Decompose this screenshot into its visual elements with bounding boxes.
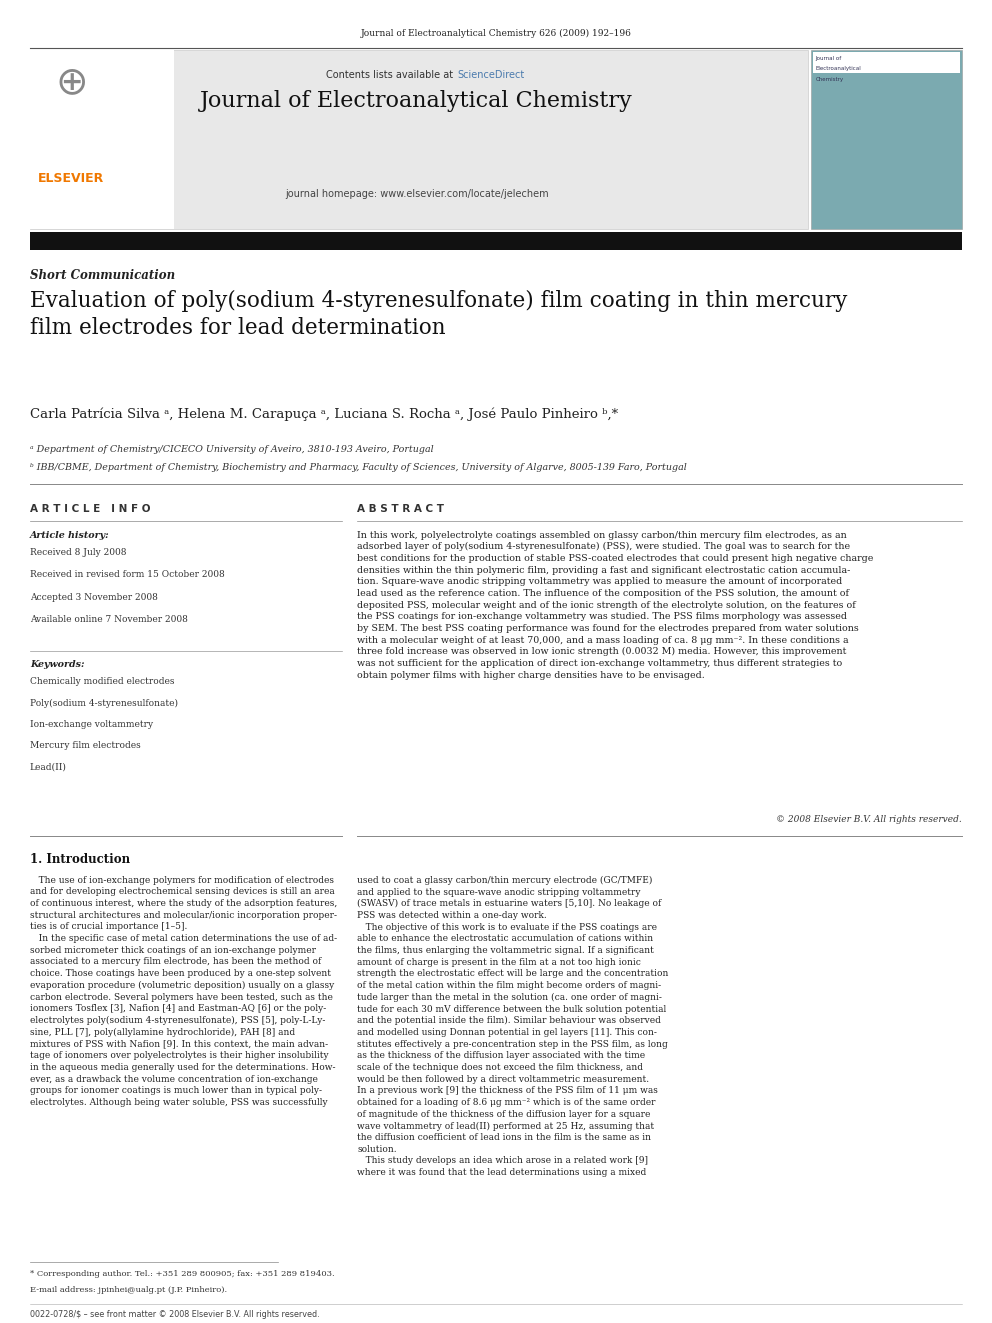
Text: Chemically modified electrodes: Chemically modified electrodes bbox=[30, 677, 175, 687]
Text: Received 8 July 2008: Received 8 July 2008 bbox=[30, 548, 126, 557]
Text: ELSEVIER: ELSEVIER bbox=[39, 172, 104, 185]
FancyBboxPatch shape bbox=[811, 50, 962, 229]
Text: A R T I C L E   I N F O: A R T I C L E I N F O bbox=[30, 504, 150, 515]
Text: © 2008 Elsevier B.V. All rights reserved.: © 2008 Elsevier B.V. All rights reserved… bbox=[777, 815, 962, 824]
Text: ᵃ Department of Chemistry/CICECO University of Aveiro, 3810-193 Aveiro, Portugal: ᵃ Department of Chemistry/CICECO Univers… bbox=[30, 445, 434, 454]
Text: ⊕: ⊕ bbox=[56, 64, 87, 102]
Text: Poly(sodium 4-styrenesulfonate): Poly(sodium 4-styrenesulfonate) bbox=[30, 699, 178, 708]
Text: E-mail address: jpinhei@ualg.pt (J.P. Pinheiro).: E-mail address: jpinhei@ualg.pt (J.P. Pi… bbox=[30, 1286, 227, 1294]
FancyBboxPatch shape bbox=[30, 232, 962, 250]
Text: 1. Introduction: 1. Introduction bbox=[30, 853, 130, 867]
FancyBboxPatch shape bbox=[30, 50, 174, 229]
Text: Journal of Electroanalytical Chemistry 626 (2009) 192–196: Journal of Electroanalytical Chemistry 6… bbox=[360, 29, 632, 38]
Text: The use of ion-exchange polymers for modification of electrodes
and for developi: The use of ion-exchange polymers for mod… bbox=[30, 876, 337, 1107]
Text: Keywords:: Keywords: bbox=[30, 660, 84, 669]
Text: Available online 7 November 2008: Available online 7 November 2008 bbox=[30, 615, 187, 624]
Text: ᵇ IBB/CBME, Department of Chemistry, Biochemistry and Pharmacy, Faculty of Scien: ᵇ IBB/CBME, Department of Chemistry, Bio… bbox=[30, 463, 686, 472]
Text: Evaluation of poly(sodium 4-styrenesulfonate) film coating in thin mercury
film : Evaluation of poly(sodium 4-styrenesulfo… bbox=[30, 290, 847, 339]
Text: Carla Patrícia Silva ᵃ, Helena M. Carapuça ᵃ, Luciana S. Rocha ᵃ, José Paulo Pin: Carla Patrícia Silva ᵃ, Helena M. Carapu… bbox=[30, 407, 618, 421]
Text: Journal of Electroanalytical Chemistry: Journal of Electroanalytical Chemistry bbox=[200, 90, 633, 112]
FancyBboxPatch shape bbox=[30, 50, 808, 229]
Text: Received in revised form 15 October 2008: Received in revised form 15 October 2008 bbox=[30, 570, 224, 579]
Text: Article history:: Article history: bbox=[30, 531, 109, 540]
Text: used to coat a glassy carbon/thin mercury electrode (GC/TMFE)
and applied to the: used to coat a glassy carbon/thin mercur… bbox=[357, 876, 669, 1177]
Text: Electroanalytical: Electroanalytical bbox=[815, 66, 861, 71]
Text: A B S T R A C T: A B S T R A C T bbox=[357, 504, 444, 515]
Text: Short Communication: Short Communication bbox=[30, 269, 175, 282]
Text: Ion-exchange voltammetry: Ion-exchange voltammetry bbox=[30, 720, 153, 729]
Text: In this work, polyelectrolyte coatings assembled on glassy carbon/thin mercury f: In this work, polyelectrolyte coatings a… bbox=[357, 531, 874, 680]
Text: Accepted 3 November 2008: Accepted 3 November 2008 bbox=[30, 593, 158, 602]
Text: Journal of: Journal of bbox=[815, 56, 841, 61]
Text: 0022-0728/$ – see front matter © 2008 Elsevier B.V. All rights reserved.: 0022-0728/$ – see front matter © 2008 El… bbox=[30, 1310, 319, 1319]
Text: journal homepage: www.elsevier.com/locate/jelechem: journal homepage: www.elsevier.com/locat… bbox=[285, 189, 549, 200]
Text: Contents lists available at: Contents lists available at bbox=[326, 70, 456, 81]
Text: Mercury film electrodes: Mercury film electrodes bbox=[30, 741, 141, 750]
Text: ScienceDirect: ScienceDirect bbox=[457, 70, 525, 81]
Text: * Corresponding author. Tel.: +351 289 800905; fax: +351 289 819403.: * Corresponding author. Tel.: +351 289 8… bbox=[30, 1270, 334, 1278]
Text: Chemistry: Chemistry bbox=[815, 77, 843, 82]
FancyBboxPatch shape bbox=[813, 52, 960, 73]
Text: Lead(II): Lead(II) bbox=[30, 762, 66, 771]
